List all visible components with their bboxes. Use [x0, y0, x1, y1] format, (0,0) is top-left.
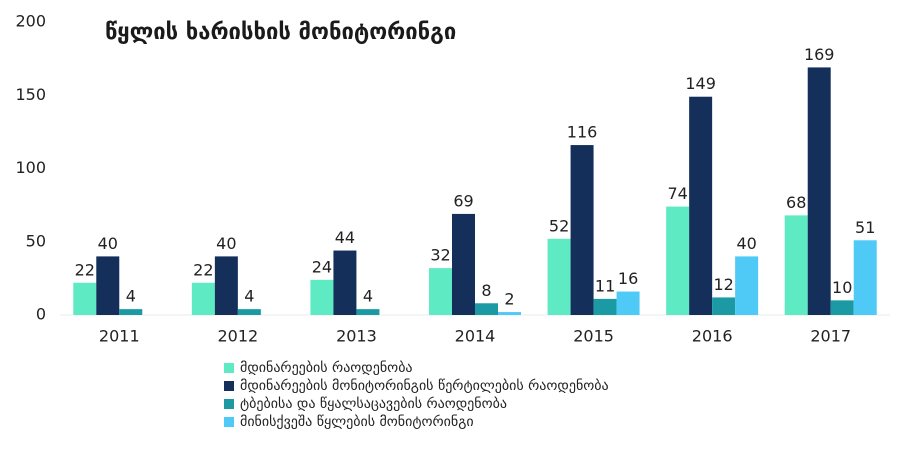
data-label: 69	[453, 191, 473, 210]
x-tick-label: 2013	[336, 327, 377, 346]
data-label: 4	[244, 287, 254, 306]
legend-swatch	[224, 381, 234, 391]
data-label: 4	[363, 287, 373, 306]
data-label: 40	[216, 234, 236, 253]
legend-label: ტბებისა და წყალსაცავების რაოდენობა	[240, 395, 507, 412]
legend-swatch	[224, 399, 234, 409]
bar	[784, 215, 808, 315]
bar	[616, 291, 640, 315]
legend-label: მინისქვეშა წყლების მონიტორინგი	[240, 413, 474, 430]
bar	[666, 206, 690, 315]
bar	[593, 298, 617, 315]
bar	[214, 256, 238, 315]
data-label: 8	[481, 281, 491, 300]
bar	[310, 279, 334, 315]
data-label: 24	[312, 257, 332, 276]
x-tick-label: 2012	[217, 327, 258, 346]
bar	[237, 309, 261, 315]
bar	[119, 309, 143, 315]
data-label: 22	[75, 260, 95, 279]
y-tick-label: 100	[15, 158, 46, 177]
data-label: 40	[98, 234, 118, 253]
data-label: 116	[567, 123, 598, 142]
bar	[689, 96, 713, 315]
bar	[853, 240, 877, 315]
data-label: 10	[832, 278, 852, 297]
x-tick-label: 2011	[99, 327, 140, 346]
y-tick-label: 0	[36, 305, 46, 324]
bar	[73, 282, 97, 315]
data-label: 52	[549, 216, 569, 235]
bar	[735, 256, 759, 315]
bar	[333, 250, 357, 315]
chart-title: წყლის ხარისხის მონიტორინგი	[105, 20, 456, 45]
data-label: 11	[595, 276, 615, 295]
data-label: 169	[804, 45, 835, 64]
bar	[712, 297, 736, 315]
data-label: 32	[430, 246, 450, 265]
data-label: 68	[786, 193, 806, 212]
x-tick-label: 2014	[455, 327, 496, 346]
data-label: 74	[667, 184, 687, 203]
data-label: 22	[193, 260, 213, 279]
y-tick-label: 200	[15, 12, 46, 31]
bar	[429, 268, 452, 315]
data-label: 149	[685, 74, 716, 93]
y-tick-label: 50	[26, 231, 46, 250]
bar	[356, 309, 380, 315]
bar	[475, 303, 498, 315]
x-tick-label: 2017	[810, 327, 851, 346]
x-tick-label: 2016	[692, 327, 733, 346]
bar	[452, 213, 475, 315]
data-label: 44	[335, 228, 355, 247]
bar	[191, 282, 215, 315]
data-label: 2	[504, 290, 514, 309]
bar	[570, 145, 594, 315]
data-label: 12	[713, 275, 733, 294]
bar	[498, 312, 521, 315]
data-label: 51	[855, 218, 875, 237]
data-label: 4	[126, 287, 136, 306]
bar	[807, 67, 831, 315]
x-tick-label: 2015	[573, 327, 614, 346]
bar	[830, 300, 854, 315]
data-label: 40	[736, 234, 756, 253]
legend-swatch	[224, 363, 234, 373]
y-tick-label: 150	[15, 85, 46, 104]
legend-label: მდინარეების რაოდენობა	[240, 359, 413, 376]
legend-label: მდინარეების მონიტორინგის წერტილების რაოდ…	[240, 377, 609, 394]
bar	[547, 238, 571, 315]
bar	[96, 256, 120, 315]
data-label: 16	[618, 269, 638, 288]
legend-swatch	[224, 417, 234, 427]
